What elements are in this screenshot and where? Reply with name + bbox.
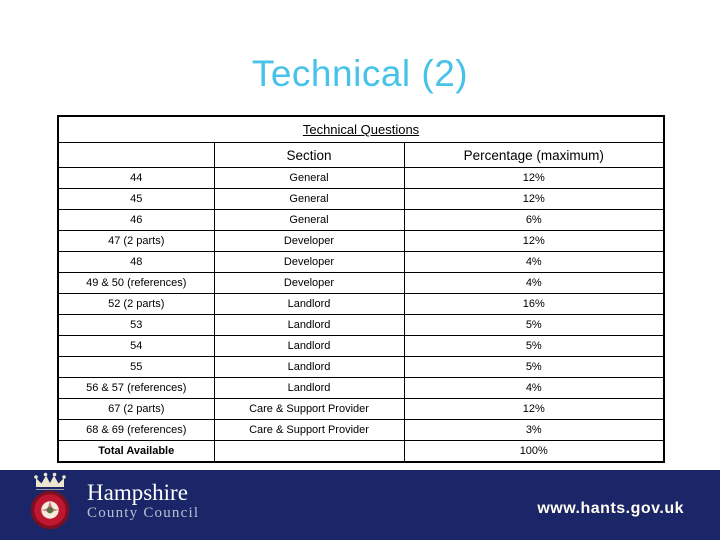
cell-section: Landlord	[213, 293, 405, 315]
cell-percentage: 100%	[403, 440, 665, 463]
table-row: 45 General 12%	[57, 188, 665, 210]
logo-org-subtitle: County Council	[87, 504, 200, 521]
cell-question: 54	[57, 335, 215, 357]
cell-question: 56 & 57 (references)	[57, 377, 215, 399]
cell-percentage: 5%	[403, 335, 665, 357]
table-row: 56 & 57 (references) Landlord 4%	[57, 377, 665, 399]
cell-percentage: 4%	[403, 251, 665, 273]
cell-question: 49 & 50 (references)	[57, 272, 215, 294]
cell-section: General	[213, 167, 405, 189]
table-row: 44 General 12%	[57, 167, 665, 189]
cell-section: Landlord	[213, 356, 405, 378]
cell-section: Landlord	[213, 377, 405, 399]
column-header-section: Section	[213, 142, 405, 168]
cell-percentage: 12%	[403, 398, 665, 420]
header-row: Section Percentage (maximum)	[57, 142, 665, 168]
cell-question: 47 (2 parts)	[57, 230, 215, 252]
cell-question: 68 & 69 (references)	[57, 419, 215, 441]
cell-section	[213, 440, 405, 463]
cell-percentage: 12%	[403, 167, 665, 189]
cell-question: 45	[57, 188, 215, 210]
cell-question: 55	[57, 356, 215, 378]
cell-question: 53	[57, 314, 215, 336]
column-header-percentage: Percentage (maximum)	[403, 142, 665, 168]
cell-section: General	[213, 209, 405, 231]
cell-percentage: 3%	[403, 419, 665, 441]
cell-section: Care & Support Provider	[213, 419, 405, 441]
cell-question: 46	[57, 209, 215, 231]
cell-percentage: 5%	[403, 314, 665, 336]
footer-url: www.hants.gov.uk	[537, 500, 684, 517]
cell-section: Developer	[213, 251, 405, 273]
cell-question: 48	[57, 251, 215, 273]
table-row: 53 Landlord 5%	[57, 314, 665, 336]
cell-percentage: 12%	[403, 230, 665, 252]
hampshire-logo: Hampshire County Council	[24, 472, 199, 530]
table-row: 52 (2 parts) Landlord 16%	[57, 293, 665, 315]
cell-section: Landlord	[213, 314, 405, 336]
cell-question: 52 (2 parts)	[57, 293, 215, 315]
cell-percentage: 12%	[403, 188, 665, 210]
logo-org-name: Hampshire	[87, 479, 188, 505]
cell-percentage: 4%	[403, 272, 665, 294]
cell-percentage: 6%	[403, 209, 665, 231]
cell-section: Landlord	[213, 335, 405, 357]
page-title: Technical (2)	[251, 53, 469, 94]
table-row: 68 & 69 (references) Care & Support Provi…	[57, 419, 665, 441]
cell-section: Developer	[213, 230, 405, 252]
technical-questions-table: Technical Questions Section Percentage (…	[57, 115, 666, 463]
cell-percentage: 16%	[403, 293, 665, 315]
table-caption: Technical Questions	[57, 115, 665, 143]
table-row: 49 & 50 (references) Developer 4%	[57, 272, 665, 294]
cell-question: 67 (2 parts)	[57, 398, 215, 420]
caption-row: Technical Questions	[57, 115, 665, 143]
table-row: 55 Landlord 5%	[57, 356, 665, 378]
table-row: 54 Landlord 5%	[57, 335, 665, 357]
cell-section: Developer	[213, 272, 405, 294]
table-row: 48 Developer 4%	[57, 251, 665, 273]
cell-question: 44	[57, 167, 215, 189]
cell-section: General	[213, 188, 405, 210]
table-row: Total Available 100%	[57, 440, 665, 463]
logo-text: Hampshire County Council	[87, 479, 200, 522]
cell-question: Total Available	[57, 440, 215, 463]
table-row: 67 (2 parts) Care & Support Provider 12%	[57, 398, 665, 420]
cell-percentage: 4%	[403, 377, 665, 399]
cell-section: Care & Support Provider	[213, 398, 405, 420]
column-header-question	[57, 142, 215, 168]
table-row: 47 (2 parts) Developer 12%	[57, 230, 665, 252]
table-row: 46 General 6%	[57, 209, 665, 231]
cell-percentage: 5%	[403, 356, 665, 378]
footer-bar: Hampshire County Council www.hants.gov.u…	[0, 470, 720, 540]
hampshire-crest-icon	[30, 472, 70, 530]
